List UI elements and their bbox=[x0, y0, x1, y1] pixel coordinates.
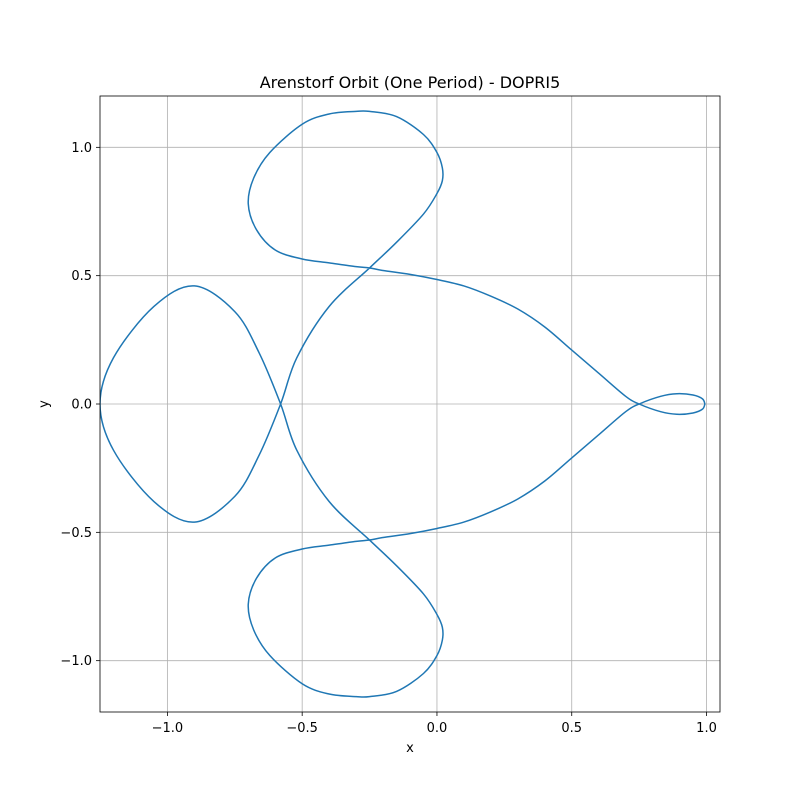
y-tick-label: −0.5 bbox=[60, 526, 92, 541]
x-tick-label: 1.0 bbox=[696, 721, 717, 736]
plot-area bbox=[100, 110, 706, 698]
x-tick-label: −1.0 bbox=[152, 721, 184, 736]
chart-title: Arenstorf Orbit (One Period) - DOPRI5 bbox=[260, 73, 561, 92]
series-line-orbit bbox=[100, 110, 706, 698]
x-axis-label: x bbox=[406, 741, 414, 756]
grid bbox=[100, 96, 720, 712]
x-tick-label: 0.5 bbox=[561, 721, 582, 736]
y-tick-label: 0.5 bbox=[71, 269, 92, 284]
x-tick-label: −0.5 bbox=[286, 721, 318, 736]
y-tick-label: −1.0 bbox=[60, 654, 92, 669]
plot-frame bbox=[99, 95, 721, 713]
axis-ticks: −1.0 −0.5 0.0 0.5 1.0 −1.0 −0.5 0.0 0.5 1.0 bbox=[60, 141, 716, 736]
x-tick-label: 0.0 bbox=[427, 721, 448, 736]
y-tick-label: 1.0 bbox=[71, 141, 92, 156]
y-tick-label: 0.0 bbox=[71, 398, 92, 413]
y-axis-label: y bbox=[37, 400, 52, 408]
